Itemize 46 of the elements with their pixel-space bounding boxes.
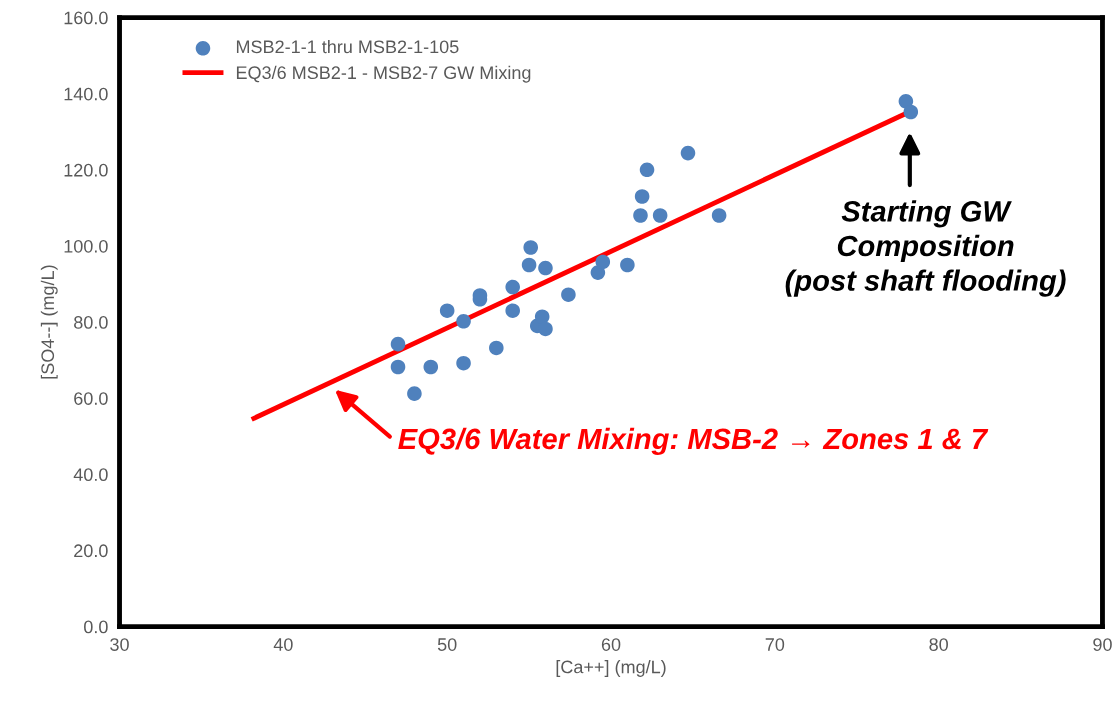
point xyxy=(407,386,422,401)
point xyxy=(505,303,520,318)
point xyxy=(639,162,655,178)
y-axis-title: [SO4--] (mg/L) xyxy=(40,265,58,379)
x-tick-label: 90 xyxy=(1093,638,1112,651)
point xyxy=(538,260,553,276)
legend-label: MSB2-1-1 thru MSB2-1-105 xyxy=(236,39,459,54)
y-tick-label: 0.0 xyxy=(84,620,108,634)
point xyxy=(423,359,439,375)
annotation: EQ3/6 Water Mixing: MSB-2 → Zones 1 & 7 xyxy=(398,427,989,456)
y-tick-label: 80.0 xyxy=(74,316,108,329)
point xyxy=(634,189,650,204)
point xyxy=(711,208,727,223)
y-tick-label: 60.0 xyxy=(74,392,108,405)
y-tick-label: 120.0 xyxy=(64,163,108,177)
point xyxy=(561,287,576,302)
point xyxy=(523,240,539,255)
point xyxy=(505,279,520,295)
y-tick-label: 140.0 xyxy=(64,87,108,101)
x-axis-title: [Ca++] (mg/L) xyxy=(556,660,666,677)
point xyxy=(652,208,668,223)
x-tick-label: 60 xyxy=(601,638,621,651)
point xyxy=(903,104,919,120)
point xyxy=(680,145,696,161)
point xyxy=(521,257,537,273)
y-tick-label: 20.0 xyxy=(74,544,108,558)
x-tick-label: 80 xyxy=(929,638,948,651)
y-tick-label: 100.0 xyxy=(64,239,108,253)
x-tick-label: 70 xyxy=(765,638,785,651)
point xyxy=(456,314,471,329)
point xyxy=(633,208,648,223)
point xyxy=(439,303,455,318)
x-tick-label: 50 xyxy=(437,638,457,651)
point xyxy=(489,340,504,356)
point xyxy=(595,254,611,270)
legend-label: EQ3/6 MSB2-1 - MSB2-7 GW Mixing xyxy=(236,65,531,83)
point xyxy=(390,336,406,352)
point xyxy=(456,355,471,371)
point xyxy=(620,257,635,273)
x-tick-label: 30 xyxy=(110,638,129,651)
annotation: Starting GW Composition (post shaft flooding) xyxy=(785,200,1066,297)
x-tick-label: 40 xyxy=(273,638,293,651)
point xyxy=(538,321,553,337)
point xyxy=(390,359,406,375)
y-tick-label: 40.0 xyxy=(73,468,108,482)
y-tick-label: 160.0 xyxy=(64,11,108,25)
